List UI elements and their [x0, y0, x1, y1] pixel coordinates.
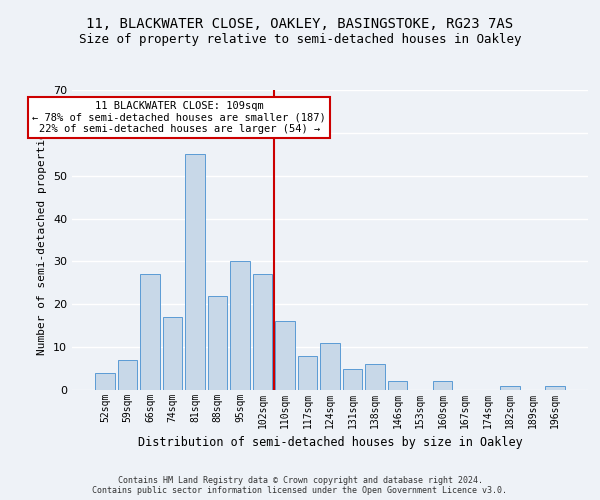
Bar	[253, 274, 272, 390]
Bar	[118, 360, 137, 390]
Bar	[185, 154, 205, 390]
Bar	[140, 274, 160, 390]
Bar	[545, 386, 565, 390]
Text: 11, BLACKWATER CLOSE, OAKLEY, BASINGSTOKE, RG23 7AS: 11, BLACKWATER CLOSE, OAKLEY, BASINGSTOK…	[86, 18, 514, 32]
Text: Size of property relative to semi-detached houses in Oakley: Size of property relative to semi-detach…	[79, 32, 521, 46]
Bar	[95, 373, 115, 390]
Y-axis label: Number of semi-detached properties: Number of semi-detached properties	[37, 125, 47, 355]
Bar	[230, 262, 250, 390]
Bar	[208, 296, 227, 390]
Text: 11 BLACKWATER CLOSE: 109sqm
← 78% of semi-detached houses are smaller (187)
22% : 11 BLACKWATER CLOSE: 109sqm ← 78% of sem…	[32, 100, 326, 134]
Bar	[298, 356, 317, 390]
Bar	[433, 382, 452, 390]
Bar	[163, 317, 182, 390]
Bar	[275, 322, 295, 390]
Bar	[365, 364, 385, 390]
Bar	[500, 386, 520, 390]
Bar	[320, 343, 340, 390]
Bar	[388, 382, 407, 390]
X-axis label: Distribution of semi-detached houses by size in Oakley: Distribution of semi-detached houses by …	[137, 436, 523, 450]
Bar	[343, 368, 362, 390]
Text: Contains HM Land Registry data © Crown copyright and database right 2024.: Contains HM Land Registry data © Crown c…	[118, 476, 482, 485]
Text: Contains public sector information licensed under the Open Government Licence v3: Contains public sector information licen…	[92, 486, 508, 495]
